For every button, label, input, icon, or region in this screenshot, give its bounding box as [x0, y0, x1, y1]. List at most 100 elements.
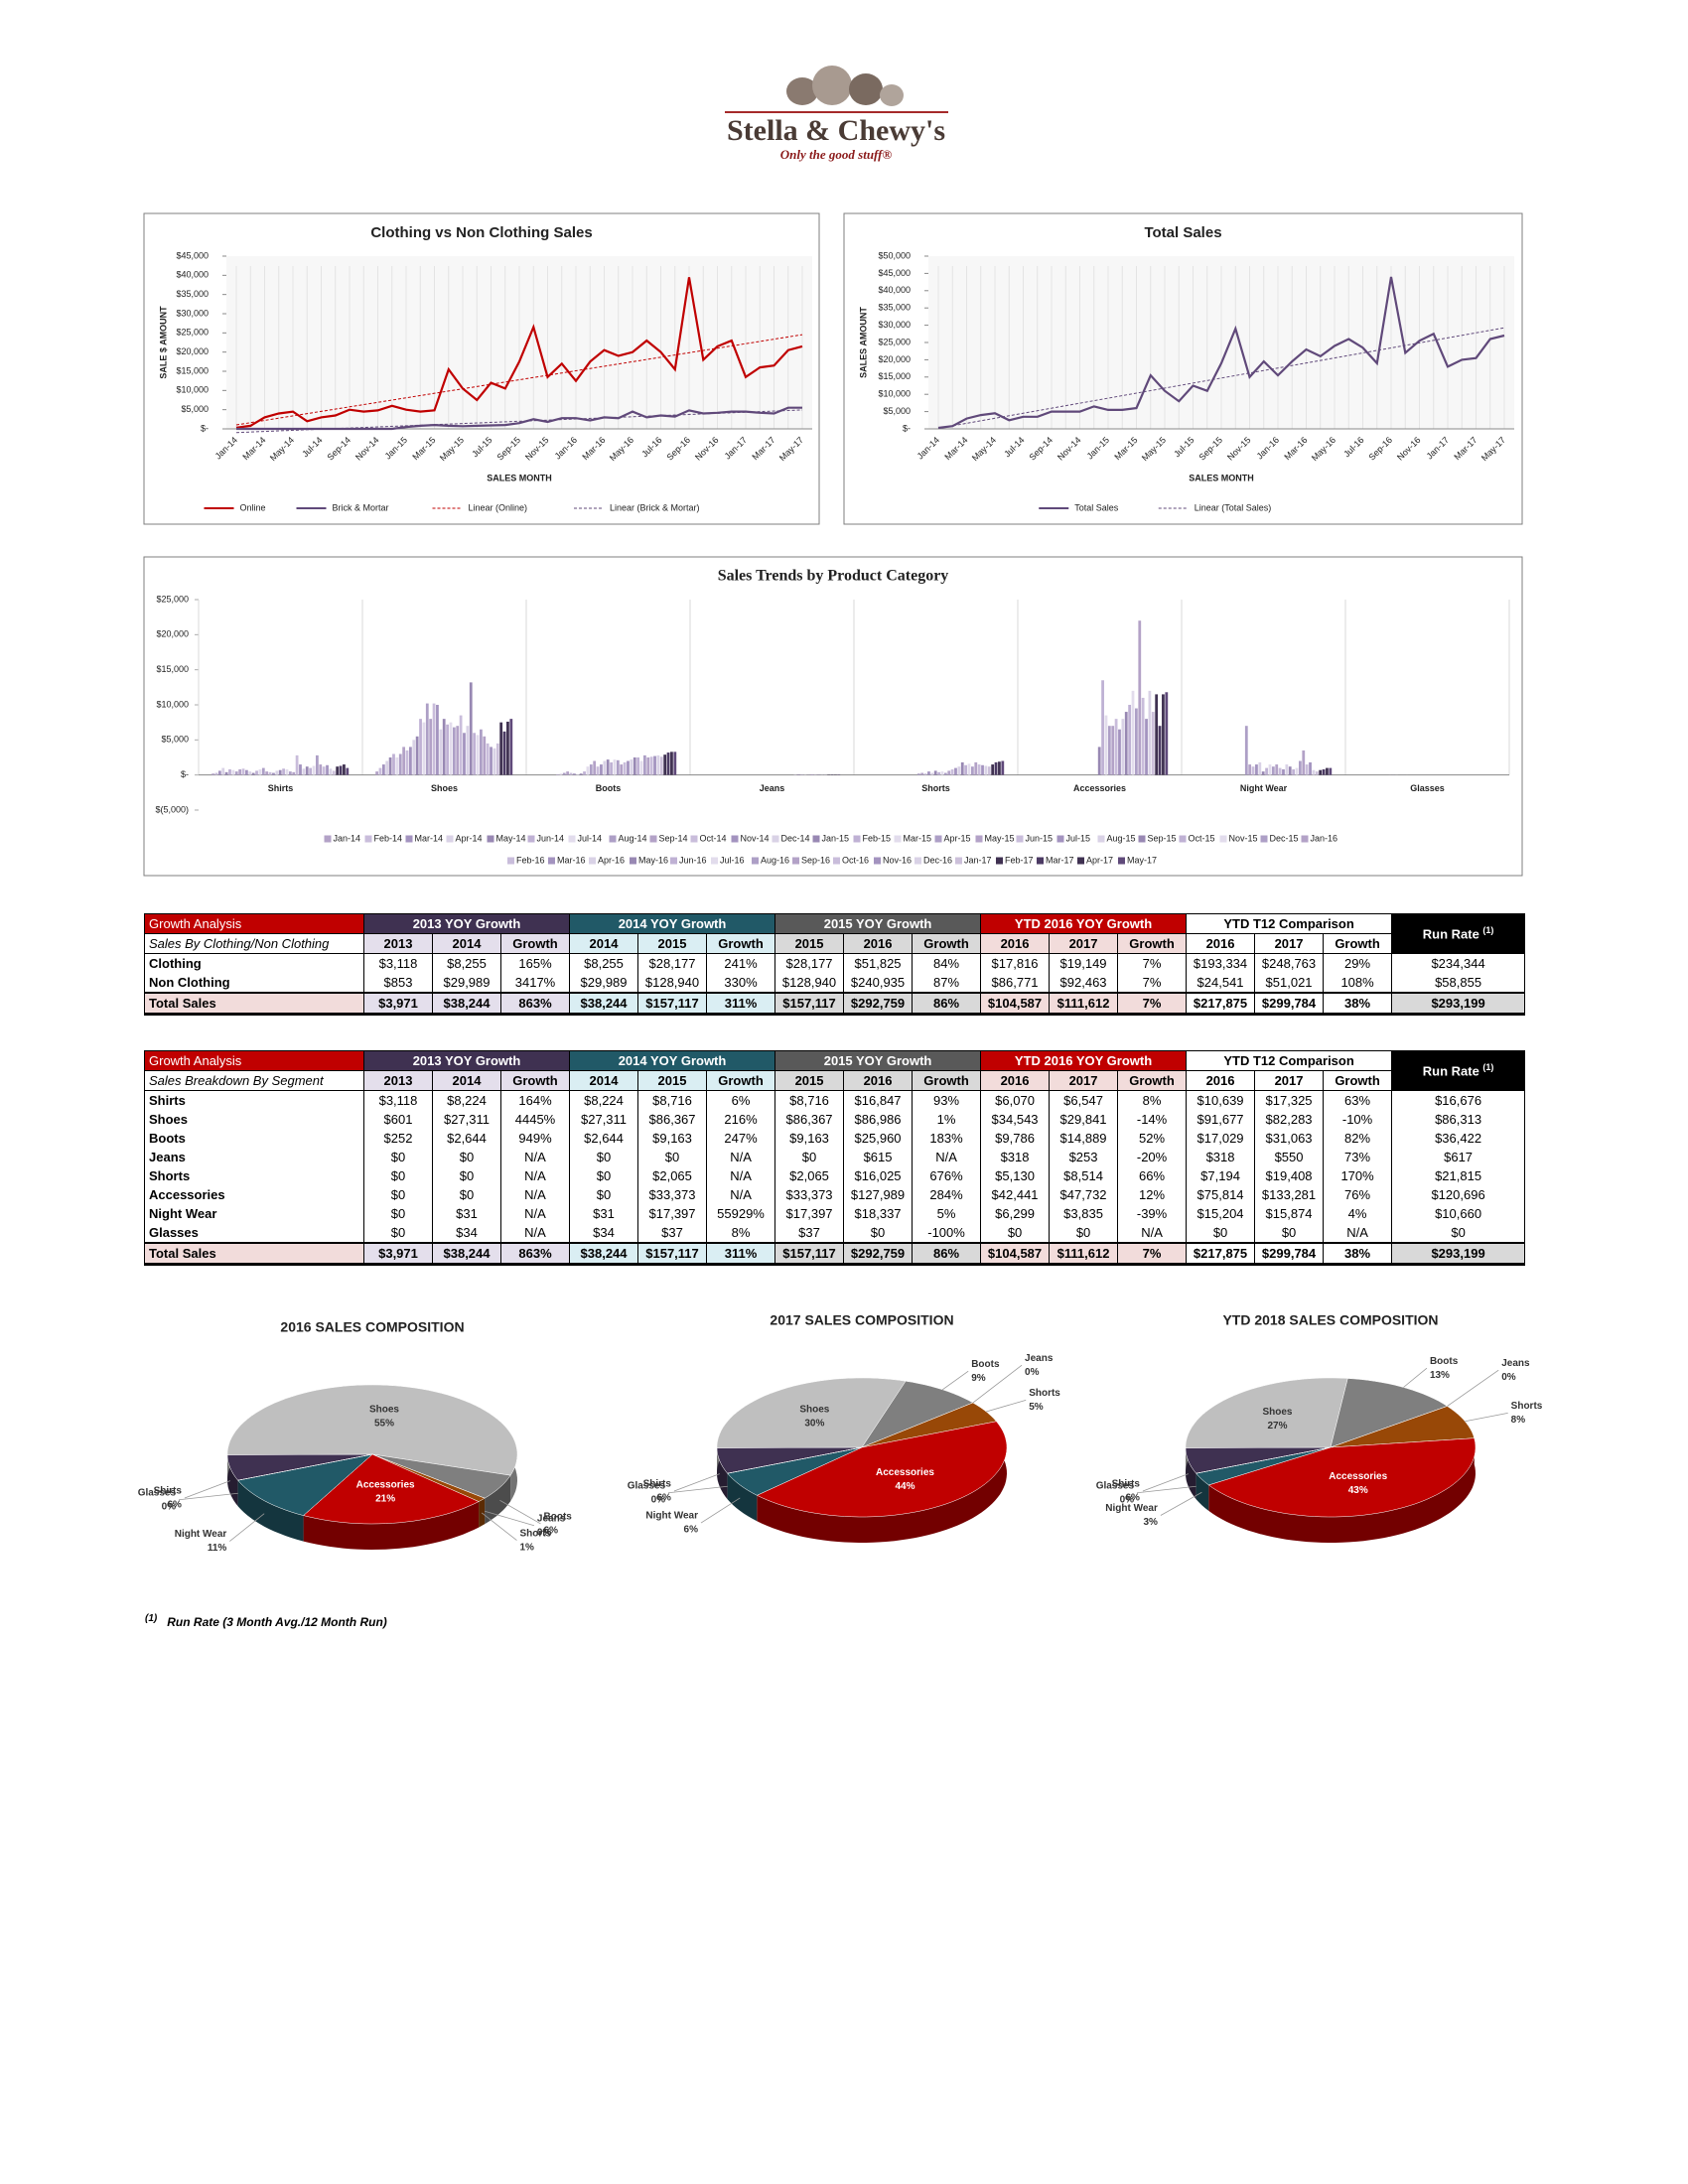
legend-swatch [833, 857, 840, 865]
total-cell: $217,875 [1186, 992, 1256, 1016]
legend-swatch [1016, 835, 1024, 843]
bar [1128, 705, 1132, 775]
y-tick-label: $15,000 [156, 664, 189, 674]
data-cell: $318 [1186, 1148, 1256, 1166]
data-cell: 87% [912, 973, 982, 993]
legend-swatch [589, 857, 596, 865]
data-cell: $37 [774, 1223, 845, 1243]
data-cell: $14,889 [1049, 1129, 1119, 1148]
data-cell: $252 [363, 1129, 433, 1148]
total-cell: 7% [1117, 992, 1188, 1016]
data-cell: N/A [1323, 1223, 1393, 1243]
bar [556, 773, 559, 775]
data-row: Shorts $0 $0 N/A $0 $2,065 N/A $2,065 $16,025 676… [144, 1166, 1526, 1185]
data-cell: 241% [706, 953, 776, 973]
bar [1255, 764, 1258, 775]
bar [1131, 690, 1135, 775]
bar [265, 771, 269, 775]
bar [1302, 750, 1306, 775]
pie-label-name: Glasses [138, 1487, 177, 1498]
data-cell: -14% [1117, 1110, 1188, 1129]
bar [456, 726, 460, 775]
legend-swatch [1301, 835, 1309, 843]
legend-swatch [853, 835, 861, 843]
data-cell: N/A [706, 1185, 776, 1204]
data-cell: $248,763 [1254, 953, 1325, 973]
legend-label: Linear (Online) [469, 502, 528, 512]
legend-label: Jan-15 [822, 833, 850, 843]
pie-side [479, 1498, 486, 1528]
y-tick-label: $40,000 [176, 270, 209, 280]
bar [613, 759, 617, 775]
data-cell: $234,344 [1391, 953, 1526, 973]
bar [432, 703, 436, 775]
data-cell: N/A [499, 1223, 571, 1243]
bar [923, 773, 927, 775]
bar [646, 757, 650, 775]
total-cell: $38,244 [569, 992, 639, 1016]
bar [810, 773, 814, 775]
data-cell: 7% [1117, 973, 1188, 993]
bar [217, 770, 221, 775]
column-header: 2014 [432, 933, 501, 954]
data-cell: $16,847 [843, 1090, 914, 1110]
column-header: 2016 [1186, 933, 1256, 954]
data-cell: N/A [499, 1185, 571, 1204]
bar [1104, 715, 1108, 775]
logo: Stella & Chewy's Only the good stuff® [725, 66, 948, 162]
data-row: Shoes $601 $27,311 4445% $27,311 $86,367 216% $… [144, 1110, 1526, 1129]
data-cell: $17,816 [980, 953, 1051, 973]
bar [967, 763, 971, 775]
data-cell: $2,065 [774, 1166, 845, 1185]
data-cell: $34 [432, 1223, 501, 1243]
pie-label-name: Accessories [356, 1480, 415, 1491]
bar [1278, 767, 1282, 775]
leader-line [485, 1510, 535, 1527]
bar [486, 743, 490, 775]
y-tick-label: $20,000 [156, 629, 189, 639]
column-header: 2017 [1254, 933, 1325, 954]
legend-label: Nov-16 [883, 855, 912, 865]
bar [1251, 766, 1255, 775]
data-row: Night Wear $0 $31 N/A $31 $17,397 55929% $17,39… [144, 1204, 1526, 1223]
total-cell: $3,971 [363, 992, 433, 1016]
bar [312, 765, 316, 775]
bar [466, 726, 470, 775]
data-cell: 76% [1323, 1185, 1393, 1204]
bar [987, 766, 991, 775]
pie-label-name: Shoes [1262, 1407, 1292, 1418]
bar [422, 722, 426, 775]
legend-label: Oct-16 [842, 855, 869, 865]
total-row: Total Sales $3,971 $38,244 863% $38,244 $157,… [144, 1242, 1526, 1266]
x-tick-label: Shoes [431, 783, 458, 793]
bar [299, 764, 302, 775]
legend-swatch [894, 835, 902, 843]
data-cell: $31 [569, 1204, 639, 1223]
data-cell: $0 [363, 1204, 433, 1223]
data-cell: 949% [499, 1129, 571, 1148]
bar-chart: Sales Trends by Product Category $(5,000)… [143, 556, 1523, 877]
bar [459, 715, 463, 775]
total-cell: 311% [706, 992, 776, 1016]
pie-label-name: Shoes [369, 1405, 399, 1416]
data-cell: 3417% [499, 973, 571, 993]
leader-line [1160, 1491, 1202, 1516]
data-cell: $128,940 [637, 973, 708, 993]
legend-swatch [1056, 835, 1064, 843]
legend-label: Jan-17 [964, 855, 992, 865]
pie-chart: 2017 SALES COMPOSITION Shirts 6% Shoes 30% Bo… [628, 1312, 1060, 1543]
bar [593, 760, 597, 775]
bar [1134, 708, 1138, 775]
data-cell: $6,299 [980, 1204, 1051, 1223]
x-tick-label: Shorts [921, 783, 950, 793]
y-tick-label: $25,000 [878, 337, 911, 346]
data-cell: $0 [980, 1223, 1051, 1243]
bar [1001, 760, 1005, 775]
data-cell: $42,441 [980, 1185, 1051, 1204]
data-cell: $133,281 [1254, 1185, 1325, 1204]
data-cell: $17,397 [637, 1204, 708, 1223]
y-tick-label: $5,000 [161, 735, 189, 745]
y-tick-label: $30,000 [176, 308, 209, 318]
column-header: Growth [1117, 1070, 1188, 1091]
bar [1271, 766, 1275, 775]
